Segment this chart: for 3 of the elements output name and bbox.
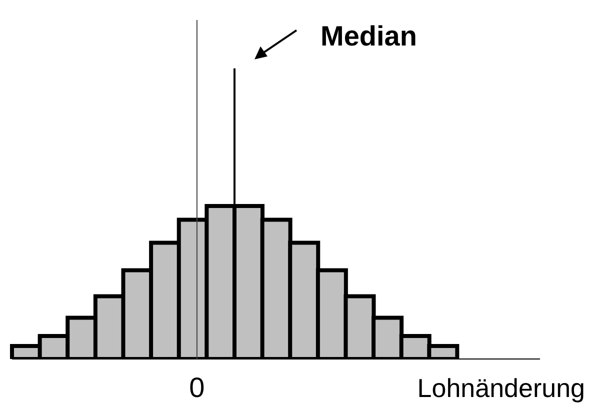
text: Median [320, 20, 417, 52]
text: 0 [189, 372, 205, 403]
x-axis-title: Lohnänderung [417, 373, 585, 403]
